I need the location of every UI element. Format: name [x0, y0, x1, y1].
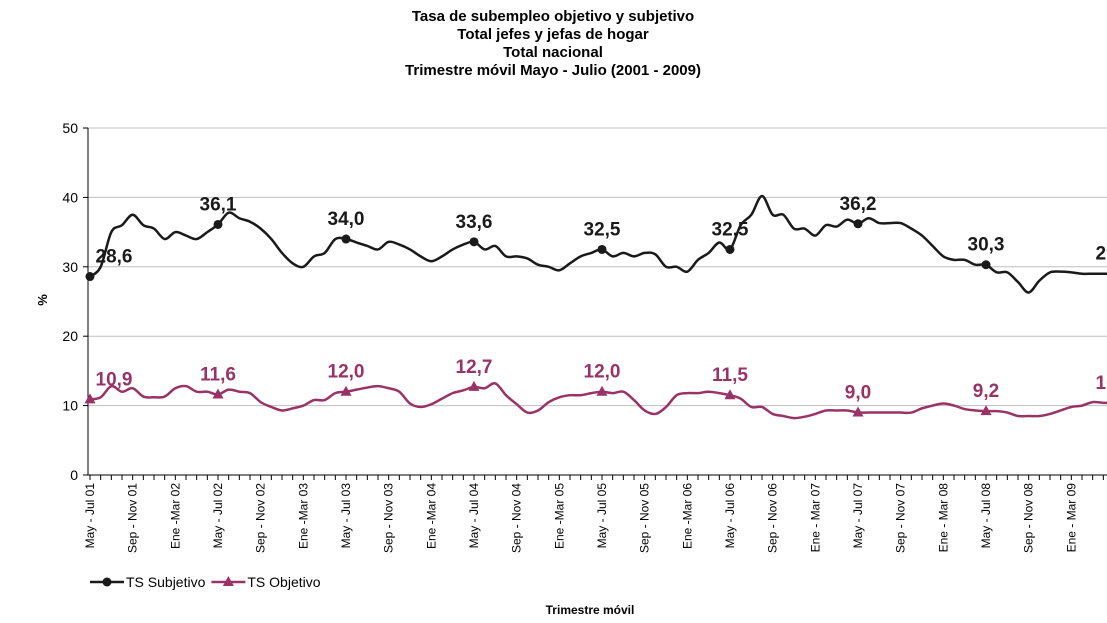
point: [222, 576, 234, 586]
point: [341, 234, 351, 244]
x-tick-label: Ene - Mar 07: [808, 483, 822, 553]
title: Tasa de subempleo objetivo y subjetivo T…: [405, 8, 701, 79]
data-label: 32,5: [584, 219, 621, 240]
data-label: 11,5: [712, 365, 748, 386]
x-tick-label: Sep - Nov 01: [126, 483, 140, 553]
point: [212, 388, 224, 399]
title-line: Trimestre móvil Mayo - Julio (2001 - 200…: [405, 62, 701, 79]
x-tick-label: Sep - Nov 04: [510, 483, 524, 553]
point: [852, 406, 864, 417]
data-label: 29,0: [1096, 244, 1107, 265]
y-tick-label: 0: [70, 467, 78, 483]
point: [84, 393, 96, 404]
y-tick-label: 50: [62, 120, 78, 136]
y-tick-label: 10: [62, 398, 78, 414]
point: [725, 244, 735, 254]
data-label: 10,4: [1096, 373, 1107, 394]
x-tick-label: May - Jul 01: [83, 483, 97, 549]
data-label: 9,0: [845, 383, 871, 404]
x-tick-label: May - Jul 03: [339, 483, 353, 549]
data-label: 30,3: [968, 235, 1005, 256]
data-label: 36,2: [840, 194, 877, 215]
x-tick-label: Sep - Nov 08: [1022, 483, 1036, 553]
data-label: 32,5: [712, 219, 749, 240]
point: [85, 272, 95, 282]
title-line: Total nacional: [503, 44, 603, 61]
x-axis-label: Trimestre móvil: [546, 603, 635, 617]
data-label: 12,7: [456, 357, 493, 378]
y-tick-label: 20: [62, 328, 78, 344]
data-label: 10,9: [96, 369, 133, 390]
data-label: 9,2: [973, 381, 999, 402]
x-tick-label: May - Jul 02: [211, 483, 225, 549]
point: [980, 405, 992, 416]
point: [468, 380, 480, 391]
data-label: 33,6: [456, 212, 493, 233]
x-tick-label: May - Jul 07: [851, 483, 865, 549]
x-tick-label: Sep - Nov 06: [766, 483, 780, 553]
point: [853, 219, 863, 229]
point: [981, 260, 991, 270]
point: [596, 385, 608, 396]
x-tick-label: Sep - Nov 05: [638, 483, 652, 553]
x-tick-label: Ene -Mar 06: [680, 483, 694, 549]
title-line: Tasa de subempleo objetivo y subjetivo: [412, 8, 694, 25]
data-label: 36,1: [200, 194, 237, 215]
x-tick-label: Sep - Nov 07: [894, 483, 908, 553]
point: [213, 219, 223, 229]
data-label: 34,0: [328, 209, 365, 230]
line: [89, 194, 1107, 294]
x-tick-label: Ene -Mar 05: [552, 483, 566, 549]
x-tick-label: May - Jul 08: [979, 483, 993, 549]
legend-label: TS Objetivo: [247, 574, 320, 590]
point: [340, 385, 352, 396]
x-tick-label: Ene - Mar 09: [1064, 483, 1078, 553]
x-tick-label: Ene - Mar 08: [936, 483, 950, 553]
point: [597, 244, 607, 254]
x-tick-label: May - Jul 06: [723, 483, 737, 549]
x-tick-label: Sep - Nov 02: [254, 483, 268, 553]
y-tick-label: 30: [62, 259, 78, 275]
x-tick-label: Ene -Mar 03: [296, 483, 310, 549]
y-axis-label: %: [35, 294, 50, 306]
point: [102, 577, 112, 587]
point: [469, 237, 479, 247]
line: [89, 382, 1107, 420]
data-label: 28,6: [96, 247, 133, 268]
x-tick-label: May - Jul 04: [467, 483, 481, 549]
y-tick-label: 40: [62, 189, 78, 205]
data-label: 11,6: [200, 364, 236, 385]
x-tick-label: Ene -Mar 04: [424, 483, 438, 549]
x-tick-label: May - Jul 05: [595, 483, 609, 549]
data-label: 12,0: [328, 362, 365, 383]
data-label: 12,0: [584, 362, 621, 383]
point: [724, 389, 736, 400]
x-tick-label: Sep - Nov 03: [382, 483, 396, 553]
x-tick-label: Ene -Mar 02: [168, 483, 182, 549]
title-line: Total jefes y jefas de hogar: [457, 26, 649, 43]
legend-label: TS Subjetivo: [126, 574, 206, 590]
